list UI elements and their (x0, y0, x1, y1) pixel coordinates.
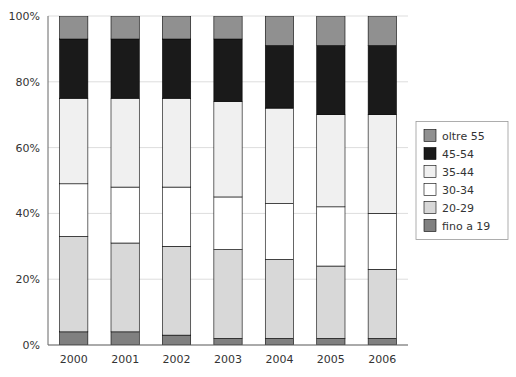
bar-segment (214, 197, 242, 250)
legend-label: 30-34 (442, 184, 474, 197)
y-tick-label: 20% (16, 273, 40, 286)
legend-frame (416, 122, 508, 240)
legend-swatch (424, 148, 436, 160)
bar-segment (368, 115, 396, 214)
bar-segment (265, 204, 293, 260)
chart: 0%20%40%60%80%100%2000200120022003200420… (0, 0, 516, 377)
bar-segment (265, 259, 293, 338)
bar-segment (317, 16, 345, 46)
bar-segment (162, 98, 190, 187)
bar-segment (60, 184, 88, 237)
legend-swatch (424, 130, 436, 142)
y-tick-label: 100% (9, 10, 40, 23)
bar-segment (368, 46, 396, 115)
x-axis: 2000 2001 2002 2003 2004 2005 2006 (48, 345, 408, 366)
y-tick-label: 40% (16, 207, 40, 220)
bar-segment (162, 39, 190, 98)
bar-segment (265, 338, 293, 345)
bar-segment (265, 108, 293, 203)
x-tick-label: 2006 (368, 353, 396, 366)
x-tick-label: 2005 (317, 353, 345, 366)
legend-label: fino a 19 (442, 220, 490, 233)
bar-segment (111, 39, 139, 98)
x-tick-label: 2003 (214, 353, 242, 366)
bar-segment (317, 266, 345, 338)
x-tick-label: 2002 (163, 353, 191, 366)
bar-segment (162, 246, 190, 335)
bar-segment (317, 46, 345, 115)
y-axis: 0% 20% 40% 60% 80% 100% (9, 10, 408, 352)
bar-segment (60, 332, 88, 345)
x-tick-label: 2001 (111, 353, 139, 366)
legend: oltre 55 45-54 35-44 30-34 20-29 fino a 19 (416, 122, 508, 240)
bar-segment (111, 187, 139, 243)
bar-segment (60, 236, 88, 331)
legend-swatch (424, 202, 436, 214)
y-tick-label: 80% (16, 76, 40, 89)
legend-label: 20-29 (442, 202, 474, 215)
bar-segment (111, 98, 139, 187)
y-axis-line (48, 16, 49, 345)
legend-swatch (424, 166, 436, 178)
legend-label: oltre 55 (442, 130, 485, 143)
bar-segment (368, 269, 396, 338)
y-tick-label: 0% (23, 339, 40, 352)
legend-swatch (424, 220, 436, 232)
bar-segment (368, 338, 396, 345)
bar-segment (265, 16, 293, 46)
bar-segment (111, 332, 139, 345)
bar-segment (317, 115, 345, 207)
legend-swatch (424, 184, 436, 196)
x-axis-line (48, 345, 408, 346)
bar-segment (60, 16, 88, 39)
bar-segment (317, 207, 345, 266)
legend-label: 35-44 (442, 166, 474, 179)
bar-segment (265, 46, 293, 109)
bar-segment (214, 39, 242, 102)
grid-line (48, 345, 408, 346)
bar-segment (214, 102, 242, 197)
bar-segment (162, 16, 190, 39)
bar-segment (111, 16, 139, 39)
x-tick-label: 2004 (265, 353, 293, 366)
bar-segment (162, 335, 190, 345)
bar-segment (111, 243, 139, 332)
bar-segment (60, 39, 88, 98)
bar-segment (214, 338, 242, 345)
bar-segment (162, 187, 190, 246)
bar-segment (214, 16, 242, 39)
x-tick-label: 2000 (60, 353, 88, 366)
y-tick-label: 60% (16, 142, 40, 155)
bar-segment (368, 213, 396, 269)
bar-segment (214, 250, 242, 339)
bar-segment (60, 98, 88, 184)
legend-label: 45-54 (442, 148, 474, 161)
bar-segment (368, 16, 396, 46)
bar-segment (317, 338, 345, 345)
bars (60, 16, 397, 345)
